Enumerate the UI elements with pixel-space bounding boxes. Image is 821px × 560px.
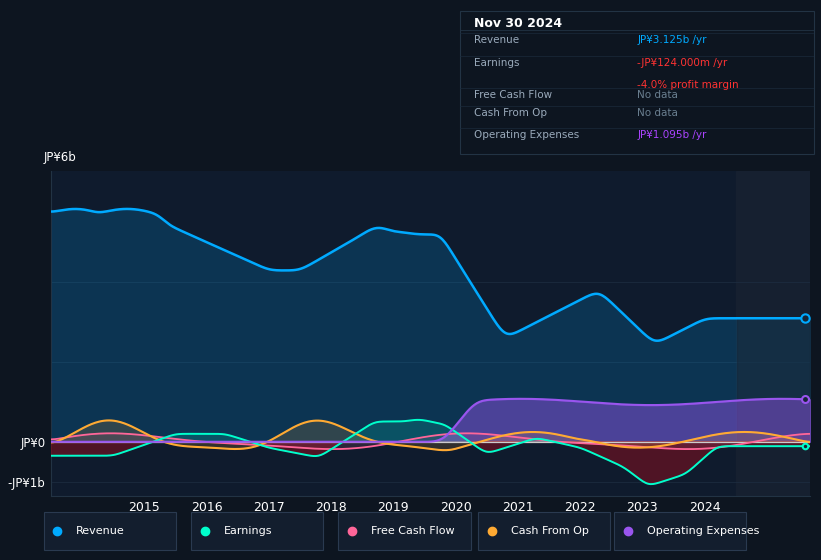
FancyBboxPatch shape <box>338 512 470 550</box>
Text: -4.0% profit margin: -4.0% profit margin <box>637 80 739 90</box>
Text: -JP¥124.000m /yr: -JP¥124.000m /yr <box>637 58 727 68</box>
Text: Earnings: Earnings <box>223 526 272 535</box>
Text: No data: No data <box>637 108 678 118</box>
Bar <box>736 171 810 496</box>
FancyBboxPatch shape <box>191 512 323 550</box>
Text: Cash From Op: Cash From Op <box>474 108 547 118</box>
Text: Free Cash Flow: Free Cash Flow <box>371 526 455 535</box>
Text: Earnings: Earnings <box>474 58 520 68</box>
Text: JP¥6b: JP¥6b <box>44 151 76 164</box>
FancyBboxPatch shape <box>44 512 176 550</box>
Text: No data: No data <box>637 90 678 100</box>
Text: Nov 30 2024: Nov 30 2024 <box>474 17 562 30</box>
Text: Free Cash Flow: Free Cash Flow <box>474 90 552 100</box>
Text: Revenue: Revenue <box>474 35 519 45</box>
FancyBboxPatch shape <box>478 512 610 550</box>
FancyBboxPatch shape <box>614 512 746 550</box>
Text: Cash From Op: Cash From Op <box>511 526 589 535</box>
Text: JP¥3.125b /yr: JP¥3.125b /yr <box>637 35 707 45</box>
Text: Revenue: Revenue <box>76 526 125 535</box>
Text: Operating Expenses: Operating Expenses <box>474 130 579 140</box>
Text: JP¥1.095b /yr: JP¥1.095b /yr <box>637 130 707 140</box>
Text: Operating Expenses: Operating Expenses <box>647 526 759 535</box>
